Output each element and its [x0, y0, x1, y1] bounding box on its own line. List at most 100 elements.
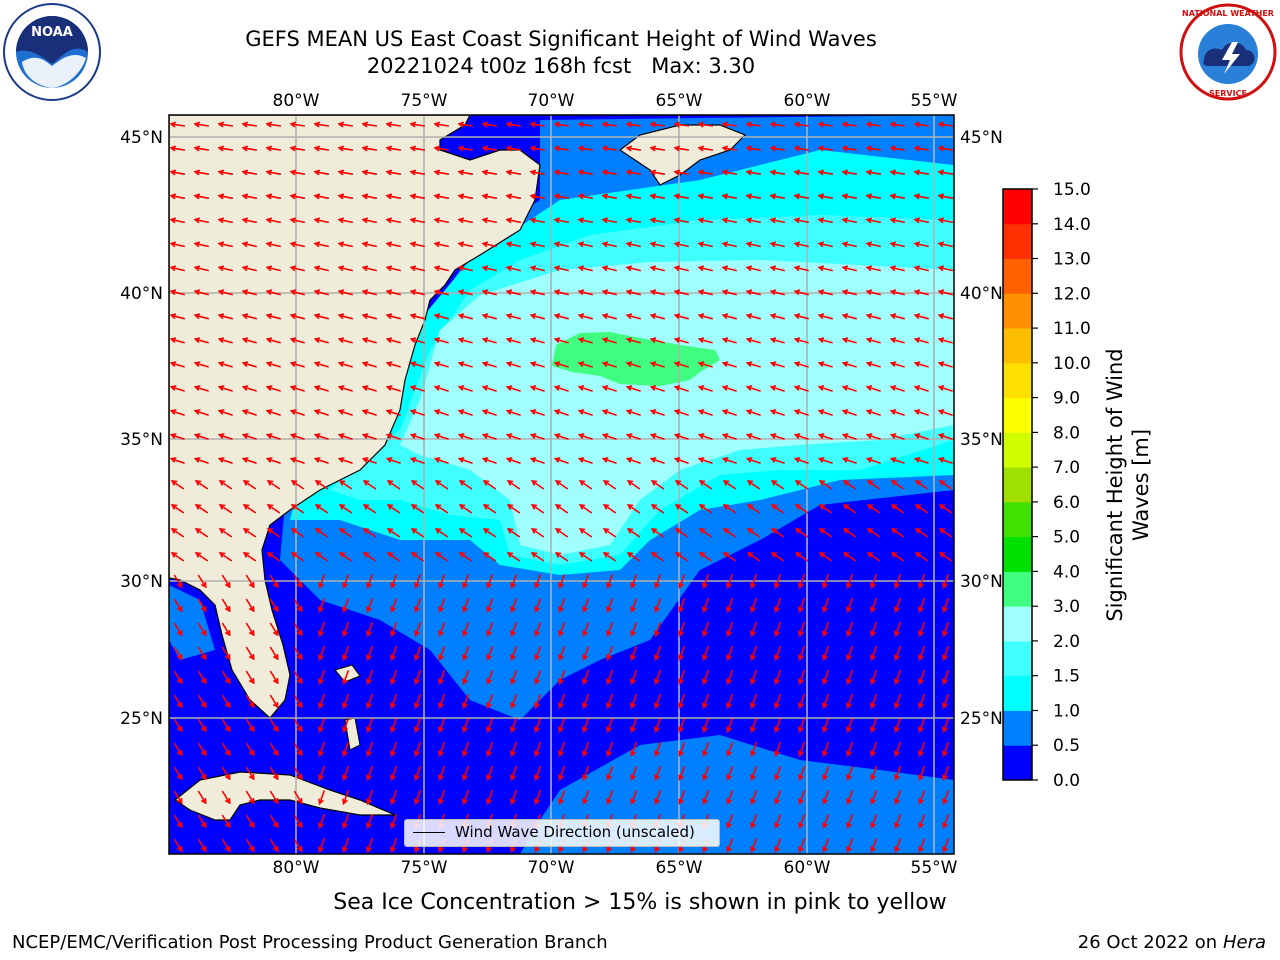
wave-arrow-head: [601, 433, 609, 439]
wave-arrow-head: [505, 337, 513, 344]
wave-arrow: [822, 838, 830, 852]
wave-arrow: [314, 314, 330, 320]
wave-arrow: [483, 266, 497, 272]
wave-arrow-head: [918, 750, 924, 758]
wave-arrow: [870, 718, 878, 732]
wave-arrow-head: [218, 552, 226, 558]
footer-credit: NCEP/EMC/Verification Post Processing Pr…: [12, 932, 608, 953]
wave-arrow: [795, 552, 809, 562]
wave-arrow-head: [272, 701, 279, 709]
wave-arrow-head: [265, 217, 273, 224]
wave-arrow: [318, 622, 326, 636]
wave-arrow: [221, 814, 231, 828]
wave-arrow: [411, 266, 425, 272]
wave-arrow-head: [534, 702, 540, 710]
wave-arrow: [818, 314, 834, 320]
wave-arrow: [674, 123, 690, 127]
wave-arrow-head: [745, 289, 753, 296]
wave-arrow-head: [529, 289, 537, 296]
wave-arrow-head: [553, 265, 561, 272]
wave-arrow-head: [505, 289, 513, 296]
wave-arrow: [554, 123, 570, 127]
wave-arrow-head: [841, 457, 849, 463]
wave-arrow: [366, 718, 374, 732]
wave-arrow-head: [745, 193, 753, 200]
wave-arrow: [459, 290, 473, 296]
wave-arrow-head: [296, 653, 303, 661]
wave-arrow-head: [822, 726, 828, 734]
wave-arrow: [483, 242, 497, 248]
wave-arrow-head: [506, 552, 514, 558]
wave-arrow: [554, 194, 570, 200]
wave-arrow-head: [793, 313, 801, 320]
wave-arrow-head: [318, 774, 324, 782]
wave-arrow-head: [296, 677, 303, 685]
wave-arrow-head: [241, 241, 249, 248]
wave-band-3.0-4.0: [552, 332, 720, 386]
wave-arrow-head: [361, 361, 369, 368]
wave-arrow: [650, 171, 666, 175]
wave-arrow: [870, 598, 878, 612]
wave-arrow: [654, 646, 662, 660]
wave-arrow: [891, 266, 905, 272]
wave-arrow-head: [822, 582, 828, 590]
wave-arrow-head: [362, 480, 370, 486]
wave-arrow: [245, 766, 255, 780]
wave-arrow: [483, 386, 497, 392]
wave-arrow-head: [313, 169, 321, 176]
wave-arrow-head: [265, 169, 273, 176]
wave-arrow: [363, 338, 377, 344]
wave-arrow: [530, 123, 546, 127]
colorbar-tick-label: 0.5: [1053, 736, 1080, 756]
wave-arrow-head: [625, 457, 633, 463]
wave-arrow: [434, 171, 450, 175]
wave-arrow: [891, 552, 905, 562]
wave-arrow: [218, 194, 234, 200]
wave-arrow: [266, 147, 282, 151]
wave-arrow: [315, 457, 329, 465]
wave-arrow-head: [553, 217, 561, 224]
wave-arrow-head: [224, 581, 231, 589]
wave-arrow-head: [457, 169, 465, 176]
wave-arrow: [890, 147, 906, 151]
wave-arrow-head: [673, 385, 681, 392]
wave-arrow: [339, 410, 353, 416]
wave-arrow: [318, 646, 326, 660]
wave-arrow-head: [390, 582, 396, 590]
wave-arrow-head: [510, 726, 516, 734]
wave-arrow-head: [601, 241, 609, 248]
wave-arrow-head: [822, 678, 828, 686]
wave-arrow-head: [224, 629, 231, 637]
wave-arrow: [555, 504, 569, 514]
wave-arrow-head: [241, 433, 249, 439]
wave-arrow: [171, 242, 185, 248]
wave-arrow: [678, 574, 686, 588]
wave-arrow: [267, 528, 281, 538]
wave-arrow-head: [750, 654, 756, 662]
wave-arrow: [245, 670, 255, 684]
wave-arrow-head: [914, 480, 922, 486]
wave-arrow-head: [169, 217, 177, 224]
wave-arrow-head: [248, 677, 255, 685]
wave-arrow: [291, 242, 305, 248]
wave-arrow-head: [698, 504, 706, 510]
lat-label-left: 25°N: [120, 709, 163, 729]
wave-arrow-head: [577, 337, 585, 344]
wave-arrow-head: [697, 433, 705, 439]
wave-arrow-head: [337, 145, 345, 152]
wave-arrow-head: [558, 726, 564, 734]
wave-arrow: [818, 123, 834, 127]
wave-arrow-head: [842, 552, 850, 558]
wave-arrow: [318, 694, 326, 708]
wave-arrow-head: [224, 773, 231, 781]
wave-arrow-head: [248, 797, 255, 805]
wave-arrow-head: [272, 605, 279, 613]
wave-arrow: [894, 574, 902, 588]
wave-arrow: [414, 718, 422, 732]
wave-arrow: [579, 386, 593, 392]
wave-arrow-head: [409, 385, 417, 392]
wave-arrow-head: [913, 409, 921, 416]
wave-arrow-head: [913, 121, 921, 128]
wave-arrow: [435, 480, 449, 490]
colorbar-tick-label: 10.0: [1053, 354, 1091, 374]
